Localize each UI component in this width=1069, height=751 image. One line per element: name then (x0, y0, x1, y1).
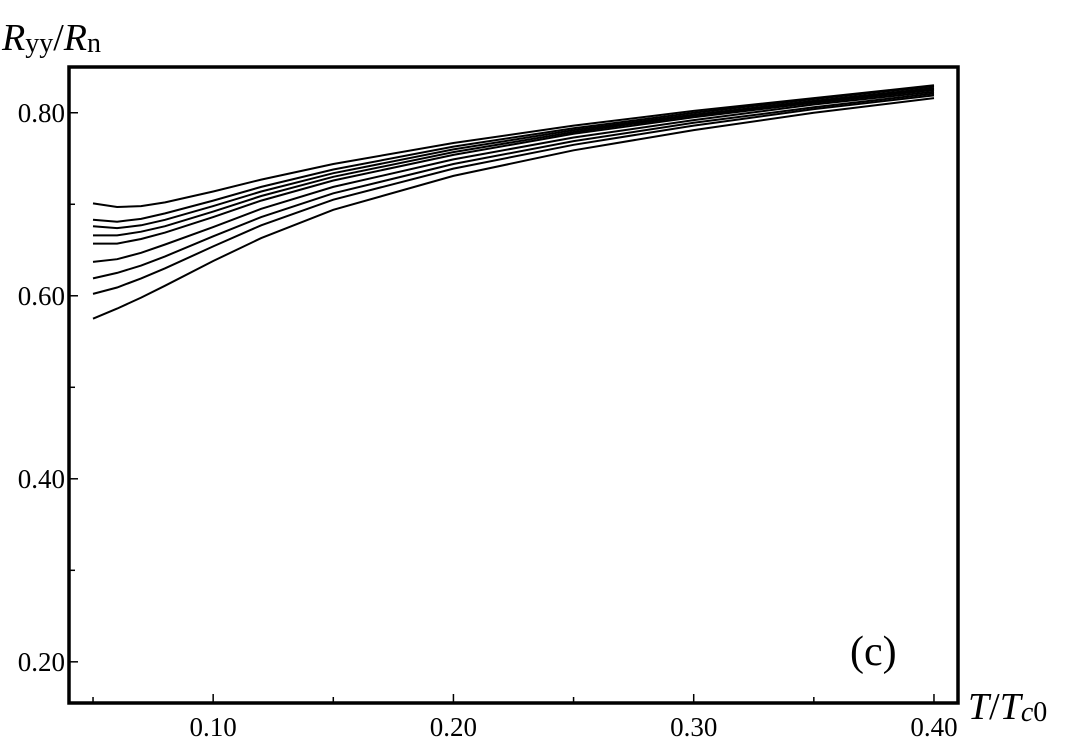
series-line-5 (93, 88, 935, 245)
x-tick-label: 0.10 (190, 712, 237, 742)
y-axis-title-slash: / (53, 17, 64, 59)
series-line-9 (92, 97, 935, 320)
y-axis-title-subscript-2: n (87, 28, 101, 59)
x-axis-title-slash: / (989, 686, 1000, 728)
x-axis-title-subscript-0: 0 (1033, 697, 1047, 728)
y-axis-title-symbol-2: R (63, 17, 87, 59)
x-tick-label: 0.30 (670, 712, 717, 742)
y-axis-title-subscript-1: yy (25, 28, 53, 59)
curves-group (92, 84, 935, 320)
y-tick-label: 0.20 (18, 647, 65, 677)
y-tick-label: 0.40 (18, 464, 65, 494)
y-tick-label: 0.60 (18, 281, 65, 311)
x-axis-title: T/Tc0 (968, 686, 1047, 728)
y-tick-label: 0.80 (18, 98, 65, 128)
x-axis-title-subscript-c: c (1021, 697, 1034, 728)
x-axis-title-symbol-2: T (1000, 686, 1024, 728)
panel-label: (c) (850, 629, 897, 675)
series-line-4 (93, 88, 935, 237)
plot-frame (67, 65, 960, 705)
series-line-6 (92, 90, 935, 263)
tick-group (69, 112, 935, 703)
x-tick-label: 0.20 (430, 712, 477, 742)
series-line-2 (92, 85, 935, 223)
x-tick-label: 0.40 (910, 712, 957, 742)
series-line-8 (92, 94, 935, 295)
x-axis-title-symbol-1: T (968, 686, 992, 728)
y-axis-title-symbol-1: R (1, 17, 25, 59)
y-axis-title: Ryy/Rn (1, 17, 101, 59)
series-line-7 (92, 92, 935, 280)
tick-label-group: 0.10 0.20 0.30 0.40 0.20 0.40 0.60 0.80 (18, 98, 958, 742)
series-line-1 (92, 84, 935, 209)
